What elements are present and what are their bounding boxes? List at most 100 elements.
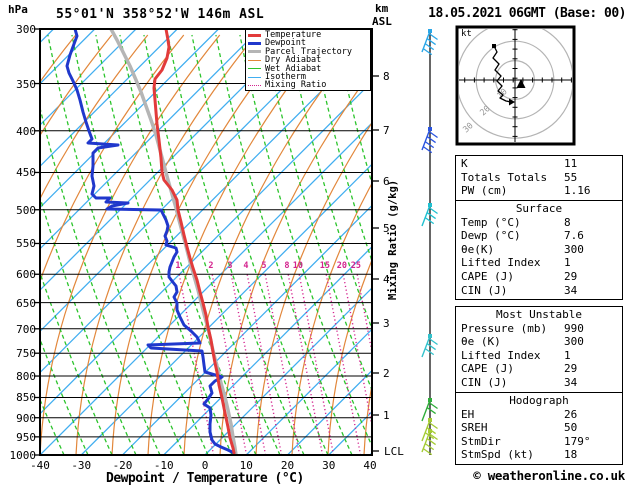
isotherm-line — [40, 29, 178, 168]
altitude-unit-label-km: km — [375, 2, 389, 15]
pressure-tick-label: 400 — [16, 124, 36, 138]
table-row: StmSpd (kt) 18 — [456, 448, 622, 462]
temp-tick-label: 20 — [280, 459, 295, 472]
plot-background — [40, 29, 372, 455]
dry-adiabat-line — [111, 34, 293, 455]
pressure-tick-label: 900 — [16, 411, 36, 425]
table-row-value: 29 — [564, 269, 578, 283]
mixing-ratio-value-label: 1 — [175, 261, 181, 271]
table-row-label: CAPE (J) — [461, 269, 514, 283]
table-row-value: 8 — [564, 215, 571, 229]
wet-adiabat-line — [71, 34, 209, 455]
mixing-ratio-value-label: 10 — [292, 261, 304, 271]
mixing-ratio-line — [246, 273, 283, 455]
wet-adiabat-line — [239, 34, 372, 448]
page-title: 55°01'N 358°52'W 146m ASL — [56, 7, 265, 22]
table-row: CAPE (J) 29 — [456, 362, 622, 376]
table-row-value: 179° — [564, 434, 591, 448]
mixing-ratio-value-label: 15 — [319, 261, 331, 271]
panel-section-most-unstable: Most Unstable Pressure (mb) 990 θe (K) 300 Li… — [455, 306, 623, 393]
isotherm-line — [40, 29, 343, 333]
table-row-value: 1.16 — [564, 184, 591, 198]
wet-adiabat-line — [311, 34, 372, 264]
isotherm-line — [40, 39, 372, 374]
wet-adiabat-line — [95, 34, 233, 455]
isotherm-line — [204, 287, 372, 455]
hodograph-trace-arrow — [509, 98, 515, 106]
legend-item: Dewpoint — [248, 39, 370, 47]
legend-line-sample — [248, 85, 261, 87]
table-row: Dewp (°C) 7.6 — [456, 229, 622, 243]
dry-adiabat-line — [255, 121, 372, 455]
wind-barb — [421, 334, 438, 358]
temp-tick-label: 10 — [239, 459, 253, 472]
legend-item-label: Dewpoint — [265, 38, 306, 49]
table-row-label: Totals Totals — [461, 170, 548, 184]
isotherm-line — [122, 204, 372, 455]
mixing-ratio-line — [230, 273, 267, 455]
temp-tick-label: -40 — [30, 459, 50, 472]
table-row-label: CIN (J) — [461, 283, 508, 297]
isotherm-line — [40, 29, 261, 250]
table-row-value: 300 — [564, 335, 584, 349]
legend-line-sample — [248, 33, 261, 37]
pressure-tick-label: 750 — [16, 347, 36, 361]
pressure-tick-label: 300 — [16, 23, 36, 36]
table-row-label: Lifted Index — [461, 256, 541, 270]
mixing-ratio-line — [287, 273, 324, 455]
isotherm-line — [287, 369, 372, 455]
legend-item: Isotherm — [248, 73, 370, 81]
legend-line-sample — [248, 50, 261, 54]
table-row-value: 34 — [564, 283, 578, 297]
mixing-ratio-value-label: 25 — [350, 261, 362, 271]
table-row-label: Lifted Index — [461, 348, 541, 362]
table-row-label: Pressure (mb) — [461, 321, 548, 335]
legend-line-sample — [248, 59, 261, 61]
wet-adiabat-line — [40, 195, 137, 455]
table-row: Pressure (mb) 990 — [456, 322, 622, 336]
table-row-value: 50 — [564, 421, 578, 435]
legend-item: Wet Adiabat — [248, 65, 370, 73]
temp-tick-label: -20 — [112, 459, 133, 472]
legend-item: Mixing Ratio — [248, 81, 370, 89]
dry-adiabat-line — [40, 34, 221, 455]
wind-barb — [421, 127, 438, 154]
table-row-value: 34 — [564, 375, 578, 389]
legend-item-label: Isotherm — [265, 71, 306, 82]
table-row-value: 55 — [564, 170, 578, 184]
table-row-value: 990 — [564, 321, 584, 335]
km-tick-label: 3 — [383, 317, 390, 330]
copyright-label: © weatheronline.co.uk — [473, 468, 625, 483]
pressure-tick-label: 800 — [16, 370, 36, 384]
table-row-value: 1 — [564, 256, 571, 270]
table-row-label: CIN (J) — [461, 375, 508, 389]
table-row: StmDir 179° — [456, 435, 622, 449]
pressure-tick-label: 1000 — [9, 449, 37, 462]
wet-adiabat-line — [167, 34, 305, 455]
table-row-label: PW (cm) — [461, 184, 508, 198]
lcl-label: LCL — [384, 445, 404, 458]
wet-adiabat-line — [143, 34, 281, 455]
dry-adiabat-line — [327, 258, 372, 455]
pressure-tick-label: 600 — [16, 268, 36, 282]
mixing-ratio-value-label: 4 — [243, 261, 249, 271]
table-row-value: 7.6 — [564, 229, 584, 243]
pressure-tick-label: 850 — [16, 391, 36, 405]
plot-border — [39, 28, 373, 456]
legend-line-sample — [248, 42, 261, 46]
km-tick-label: 2 — [383, 367, 390, 380]
hodograph-border — [455, 25, 576, 146]
table-row-label: CAPE (J) — [461, 362, 514, 376]
table-row: Temp (°C) 8 — [456, 216, 622, 230]
table-row-label: EH — [461, 407, 475, 421]
legend: Temperature Dewpoint Parcel Trajectory Dry … — [245, 29, 371, 91]
mixing-ratio-line — [211, 273, 248, 455]
pressure-unit-label: hPa — [8, 3, 28, 16]
legend-line-sample — [248, 68, 261, 70]
table-row: CIN (J) 34 — [456, 284, 622, 298]
table-row: Totals Totals 55 — [456, 171, 622, 185]
table-row-value: 1 — [564, 348, 571, 362]
legend-item: Dry Adiabat — [248, 56, 370, 64]
